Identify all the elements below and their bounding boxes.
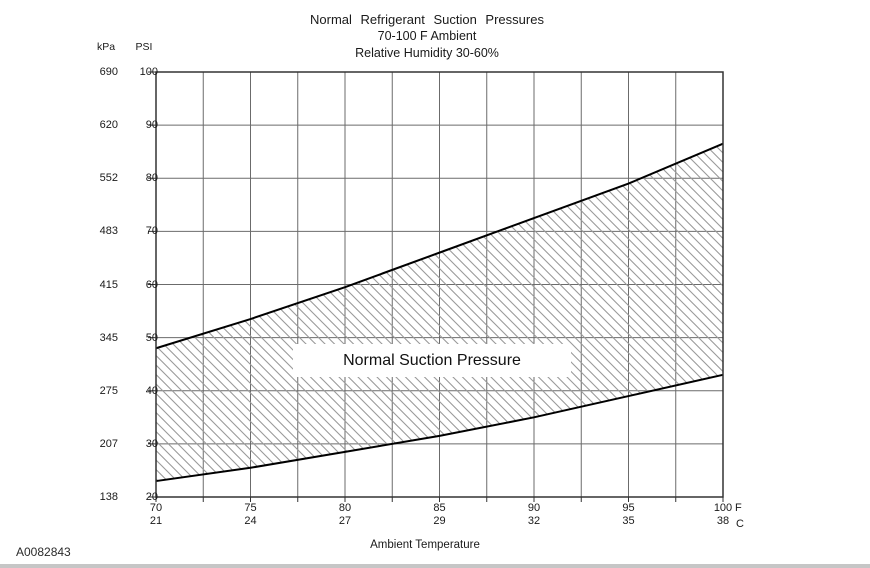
pressure-band — [155, 142, 724, 483]
y-tick-kpa: 690 — [99, 66, 118, 78]
band-upper-line — [155, 142, 724, 350]
x-tick-fahrenheit: 75 — [244, 502, 257, 514]
x-tick-celsius: 35 — [622, 515, 635, 527]
y-tick-kpa: 275 — [99, 384, 118, 397]
band-lower-line — [155, 373, 724, 483]
y-tick-psi: 60 — [145, 278, 158, 291]
x-tick-celsius: 21 — [149, 515, 163, 527]
y-tick-kpa: 552 — [99, 172, 118, 185]
x-axis-unit-f: F — [735, 502, 742, 514]
band-label: Normal Suction Pressure — [293, 344, 571, 377]
y-tick-kpa: 138 — [99, 491, 118, 503]
y-tick-kpa: 620 — [99, 119, 118, 132]
y-tick-psi: 100 — [139, 66, 158, 78]
x-tick-celsius: 32 — [527, 515, 541, 527]
band-fill — [156, 143, 723, 482]
y-tick-psi: 40 — [145, 384, 158, 397]
y-axis-unit-kpa: kPa — [96, 41, 116, 53]
chart-title: Normal Refrigerant Suction Pressures — [310, 12, 544, 27]
x-tick-celsius: 38 — [716, 515, 730, 527]
x-tick-fahrenheit: 100 — [713, 502, 733, 514]
plot-border-rect — [155, 71, 724, 498]
chart-title-block: Normal Refrigerant Suction Pressures 70-… — [0, 11, 854, 62]
y-tick-kpa: 483 — [99, 225, 118, 238]
y-tick-kpa: 207 — [99, 437, 118, 450]
chart-subtitle-humidity: Relative Humidity 30-60% — [355, 46, 499, 60]
axis-ticks — [148, 71, 724, 502]
y-tick-psi: 70 — [145, 225, 158, 238]
y-tick-psi: 80 — [145, 172, 158, 185]
y-tick-psi: 50 — [145, 331, 158, 344]
x-tick-fahrenheit: 95 — [622, 502, 635, 514]
y-tick-psi: 20 — [145, 491, 158, 503]
y-tick-kpa: 345 — [99, 331, 118, 344]
chart-subtitle-ambient: 70-100 F Ambient — [377, 29, 477, 43]
x-axis-unit-c: C — [736, 518, 744, 530]
x-tick-celsius: 24 — [244, 515, 257, 527]
y-axis-unit-psi: PSI — [135, 41, 153, 53]
x-tick-fahrenheit: 70 — [149, 502, 163, 514]
bottom-divider — [0, 564, 870, 568]
y-tick-kpa: 415 — [99, 278, 118, 291]
x-tick-fahrenheit: 80 — [338, 502, 352, 514]
x-tick-celsius: 27 — [338, 515, 352, 527]
x-tick-fahrenheit: 90 — [527, 502, 541, 514]
y-tick-psi: 90 — [145, 119, 158, 132]
figure-id: A0082843 — [16, 545, 71, 559]
plot-border — [155, 71, 724, 498]
x-axis-title: Ambient Temperature — [370, 539, 480, 551]
x-tick-fahrenheit: 85 — [433, 502, 446, 514]
y-tick-psi: 30 — [145, 437, 158, 450]
x-tick-celsius: 29 — [433, 515, 446, 527]
